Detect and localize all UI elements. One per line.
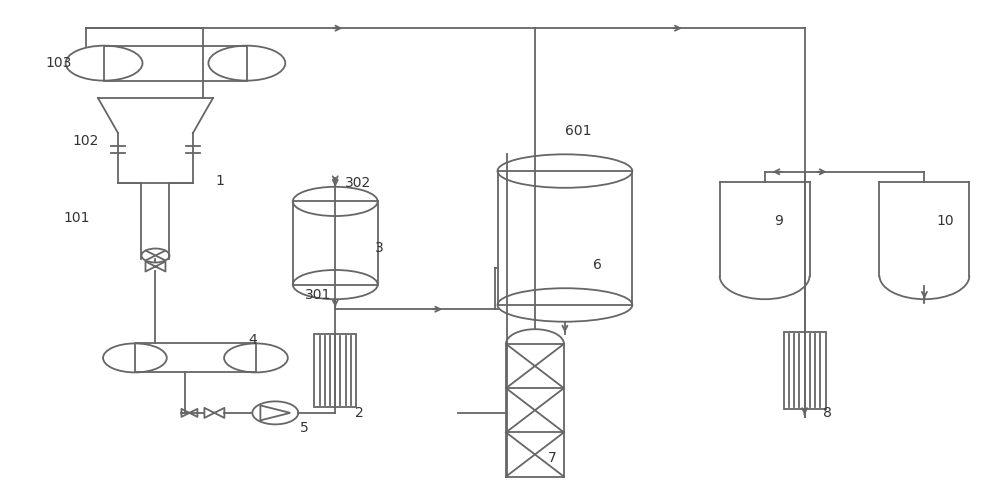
Text: 1: 1: [215, 173, 224, 187]
Text: 5: 5: [300, 421, 309, 435]
Text: 9: 9: [775, 213, 783, 227]
Bar: [784, 332, 826, 409]
Text: 7: 7: [548, 451, 557, 465]
Text: 302: 302: [345, 176, 371, 190]
Bar: [498, 171, 632, 305]
Text: 601: 601: [565, 124, 591, 138]
Text: 4: 4: [248, 334, 257, 347]
Text: 301: 301: [305, 289, 332, 303]
Text: 6: 6: [593, 259, 602, 273]
Bar: [104, 46, 247, 81]
Text: 8: 8: [823, 406, 831, 420]
Bar: [293, 201, 378, 285]
Text: 102: 102: [73, 134, 99, 148]
Text: 3: 3: [375, 241, 384, 255]
Bar: [135, 343, 256, 372]
Text: 2: 2: [355, 406, 364, 420]
Bar: [314, 334, 356, 407]
Text: 103: 103: [46, 56, 72, 70]
Text: 10: 10: [936, 213, 954, 227]
Text: 101: 101: [64, 211, 90, 225]
